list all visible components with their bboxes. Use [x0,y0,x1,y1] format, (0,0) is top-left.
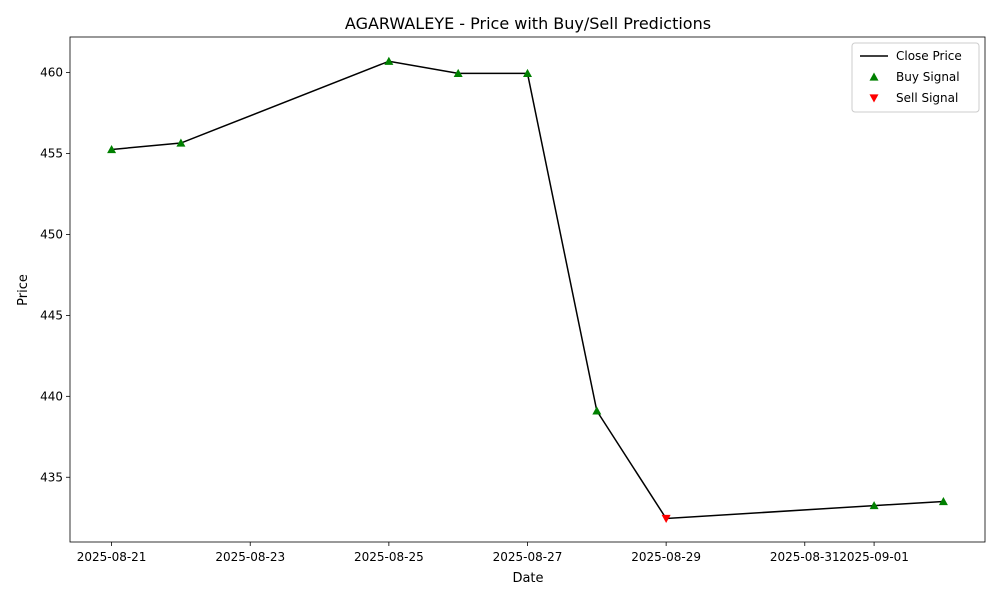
buy-signal-marker [176,138,186,147]
buy-signal-marker [869,501,879,510]
sell-signal-marker [661,514,671,524]
x-tick-label: 2025-08-31 [770,550,840,564]
buy-signal-marker [938,497,948,506]
x-tick-label: 2025-08-29 [631,550,701,564]
x-tick-label: 2025-08-23 [215,550,285,564]
legend-label: Buy Signal [896,70,960,84]
x-axis-label: Date [512,571,543,586]
legend-swatch-marker [869,72,879,81]
y-axis-label: Price [16,274,31,306]
buy-signal-marker [592,406,602,415]
x-tick-label: 2025-08-25 [354,550,424,564]
buy-signal-marker [453,68,463,78]
legend-label: Sell Signal [896,91,958,105]
legend-swatch-marker [869,94,879,103]
y-tick-label: 455 [40,147,63,161]
legend: Close Price Buy Signal Sell Signal [851,42,980,113]
legend-box [851,42,980,113]
y-tick-label: 460 [40,66,63,80]
buy-signal-marker [107,144,117,154]
buy-signal-marker [384,56,394,65]
y-tick-label: 440 [40,389,63,403]
x-tick-label: 2025-08-27 [493,550,563,564]
series-line-close-price [111,60,944,520]
y-axis: 435 440 445 450 455 460 [40,66,70,484]
x-axis: 2025-08-21 2025-08-23 2025-08-25 2025-08-27… [77,542,909,564]
plot-frame [69,36,986,543]
buy-signal-marker [523,68,532,78]
x-tick-label: 2025-09-01 [839,550,909,564]
y-tick-label: 450 [40,227,63,241]
y-tick-label: 435 [40,470,63,484]
plot-area [69,36,986,543]
x-tick-label: 2025-08-21 [77,550,147,564]
legend-label: Close Price [896,49,962,63]
chart-title: AGARWALEYE - Price with Buy/Sell Predict… [345,14,711,33]
y-tick-label: 445 [40,308,63,322]
